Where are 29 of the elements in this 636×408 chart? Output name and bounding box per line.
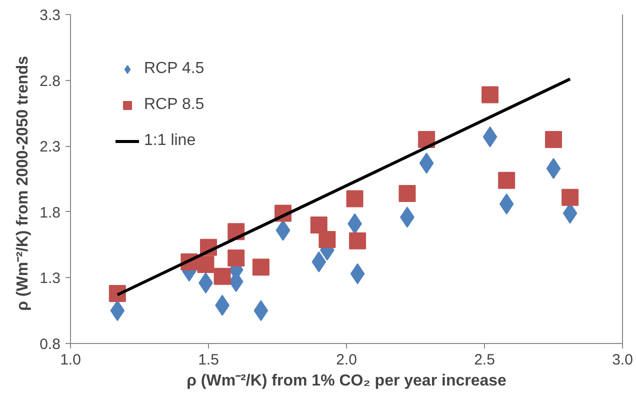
point [346, 190, 364, 208]
y-axis-title: ρ (Wm⁻²/K) from 2000-2050 trends [14, 56, 32, 311]
legend-label: RCP 8.5 [144, 96, 204, 114]
legend-label: RCP 4.5 [144, 60, 204, 78]
point [197, 256, 214, 274]
point [310, 216, 328, 234]
point [482, 86, 499, 104]
x-tick-label: 2.5 [474, 352, 495, 368]
point [318, 231, 336, 248]
point [545, 131, 562, 148]
y-tick-label: 0.8 [40, 336, 61, 353]
y-tick-label: 3.3 [40, 7, 61, 24]
point [349, 232, 366, 250]
y-tick-label: 2.8 [40, 72, 61, 90]
legend-label: 1:1 line [144, 132, 196, 150]
point [252, 258, 270, 276]
point [398, 184, 416, 202]
point [228, 249, 245, 266]
x-tick-label: 2.0 [336, 352, 357, 368]
y-tick-label: 1.8 [40, 204, 61, 222]
point [214, 268, 231, 285]
x-axis-title: ρ (Wm⁻²/K) from 1% CO₂ per year increase [186, 372, 507, 390]
x-tick-label: 1.0 [60, 352, 81, 368]
y-tick-label: 1.3 [40, 270, 61, 288]
x-tick-label: 1.5 [198, 352, 219, 368]
point [498, 172, 516, 189]
point [562, 188, 579, 206]
y-tick-label: 2.3 [40, 138, 61, 156]
x-tick-label: 3.0 [612, 352, 633, 368]
